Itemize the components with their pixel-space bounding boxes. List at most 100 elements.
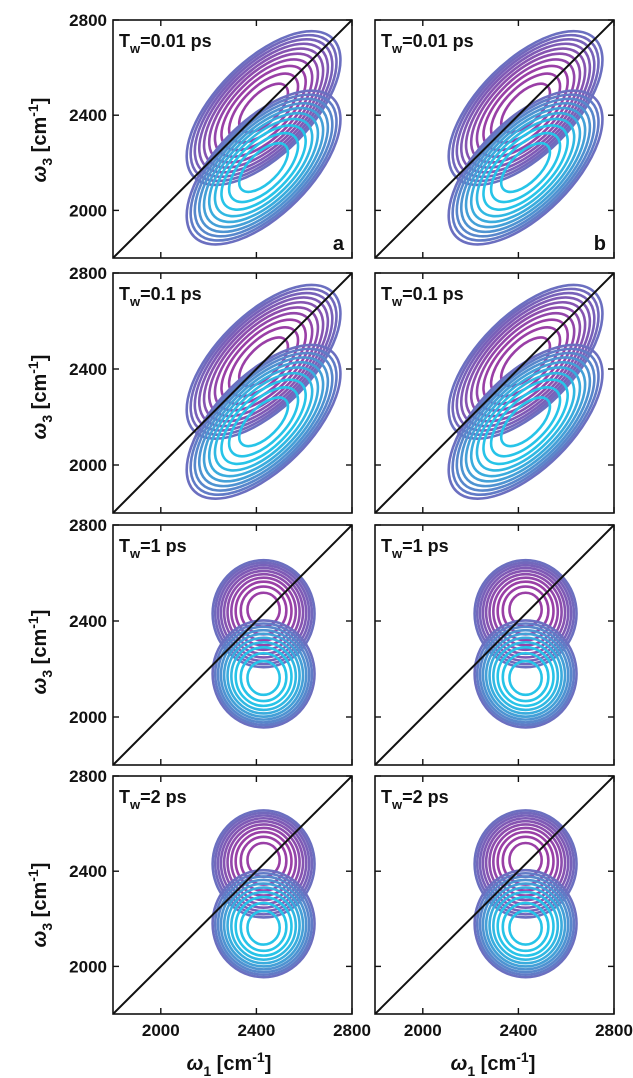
negative-contour-10 (246, 909, 281, 946)
y-axis-label-row-4: ω3 [cm-1] (25, 863, 55, 948)
panel-frame (374, 524, 615, 766)
negative-contour-8 (482, 124, 569, 211)
panel-r1-b: Tw=0.01 ps b (374, 19, 615, 259)
y-axis-label-row-3: ω3 [cm-1] (25, 610, 55, 695)
negative-contour-4 (197, 356, 330, 488)
negative-contour-6 (469, 366, 582, 478)
x-axis-label-col-a: ω1 [cm-1] (187, 1049, 272, 1078)
negative-contour-1 (473, 868, 578, 979)
negative-contour-5 (484, 632, 567, 718)
negative-contour-2 (213, 871, 314, 977)
positive-contour-8 (496, 580, 555, 642)
negative-contour-6 (469, 111, 582, 224)
negative-contour-8 (482, 378, 569, 466)
waiting-time-label: Tw=1 ps (119, 536, 187, 561)
negative-contour-4 (459, 356, 592, 488)
negative-contour-7 (230, 640, 298, 712)
negative-contour-4 (219, 628, 308, 721)
negative-contour-5 (202, 106, 325, 229)
negative-contour-10 (508, 909, 543, 946)
panel-r3-b: Tw=1 ps (374, 524, 615, 766)
negative-contour-5 (484, 882, 567, 968)
panel-frame (374, 272, 615, 514)
waiting-time-label: Tw=2 ps (119, 787, 187, 812)
y-tick-label-2800: 2800 (69, 264, 107, 283)
panel-frame (374, 775, 615, 1015)
diagonal-line (113, 776, 352, 1014)
plot-area (375, 776, 614, 1014)
negative-contour-8 (234, 895, 293, 957)
positive-contour-1 (211, 558, 316, 669)
positive-contour-4 (219, 566, 308, 659)
negative-contour-1 (211, 868, 316, 979)
positive-contour-6 (488, 572, 563, 652)
x-tick-label-2800: 2800 (595, 1021, 633, 1040)
negative-contour-3 (478, 875, 573, 974)
negative-contour-3 (478, 625, 573, 724)
negative-contour-7 (230, 890, 298, 961)
negative-contour-2 (189, 347, 338, 497)
negative-contour-5 (202, 360, 325, 483)
x-tick-label-2800: 2800 (333, 1021, 371, 1040)
negative-contour-5 (464, 360, 587, 483)
y-tick-label-2000: 2000 (69, 201, 107, 220)
negative-contour-9 (489, 386, 562, 458)
waiting-time-label: Tw=2 ps (381, 787, 449, 812)
negative-contour-4 (459, 101, 592, 234)
negative-contour-7 (213, 117, 314, 218)
x-tick-label-2400: 2400 (499, 1021, 537, 1040)
negative-contour-7 (213, 371, 314, 472)
positive-contour-8 (234, 580, 293, 642)
negative-contour-7 (492, 640, 560, 712)
x-tick-label-2000: 2000 (142, 1021, 180, 1040)
panel-r2-b: Tw=0.1 ps (374, 272, 615, 514)
positive-contour-4 (481, 816, 570, 910)
positive-contour-1 (211, 809, 316, 919)
negative-contour-2 (451, 347, 600, 497)
negative-contour-4 (481, 628, 570, 721)
negative-contour-8 (234, 645, 293, 708)
negative-contour-6 (207, 111, 320, 224)
negative-contour-8 (496, 645, 555, 708)
negative-contour-2 (451, 93, 600, 242)
negative-contour-2 (213, 622, 314, 727)
positive-contour-7 (230, 576, 298, 647)
x-tick-label-2400: 2400 (237, 1021, 275, 1040)
waiting-time-label: Tw=0.01 ps (119, 31, 212, 56)
positive-contour-6 (226, 572, 301, 652)
negative-contour-1 (185, 343, 342, 500)
x-axis-label-col-b: ω1 [cm-1] (451, 1049, 536, 1078)
panel-r2-a: Tw=0.1 ps 2000 2400 2800 (69, 264, 353, 514)
waiting-time-label: Tw=1 ps (381, 536, 449, 561)
negative-contour-10 (237, 141, 290, 194)
negative-contour-2 (475, 622, 576, 727)
negative-contour-9 (227, 131, 300, 204)
waiting-time-label: Tw=0.01 ps (381, 31, 474, 56)
negative-contour-1 (447, 89, 604, 246)
negative-contour-3 (216, 875, 311, 974)
positive-contour-2 (475, 811, 576, 916)
y-tick-label-2800: 2800 (69, 11, 107, 30)
negative-contour-6 (488, 886, 563, 965)
panel-r4-b: Tw=2 ps 2000 2400 2800 (374, 775, 633, 1040)
y-tick-label-2000: 2000 (69, 456, 107, 475)
positive-contour-8 (234, 830, 293, 892)
y-axis-labels: ω3 [cm-1] ω3 [cm-1] ω3 [cm-1] ω3 [cm-1] (25, 98, 55, 948)
negative-contour-9 (501, 901, 550, 953)
negative-contour-4 (197, 101, 330, 234)
panel-grid: Tw=0.01 ps a 2000 2400 2800 Tw=0.01 ps b Tw=0.1… (69, 11, 633, 1040)
negative-contour-6 (207, 366, 320, 478)
positive-contour-2 (213, 811, 314, 916)
panel-frame (112, 272, 353, 514)
positive-contour-6 (226, 823, 301, 902)
y-tick-label-2400: 2400 (69, 360, 107, 379)
negative-contour-7 (492, 890, 560, 961)
diagonal-line (113, 20, 352, 258)
negative-contour-2 (475, 871, 576, 977)
panel-frame (112, 19, 353, 259)
panel-frame (374, 19, 615, 259)
negative-contour-5 (222, 882, 305, 968)
negative-contour-1 (185, 89, 342, 246)
plot-area (113, 776, 352, 1014)
